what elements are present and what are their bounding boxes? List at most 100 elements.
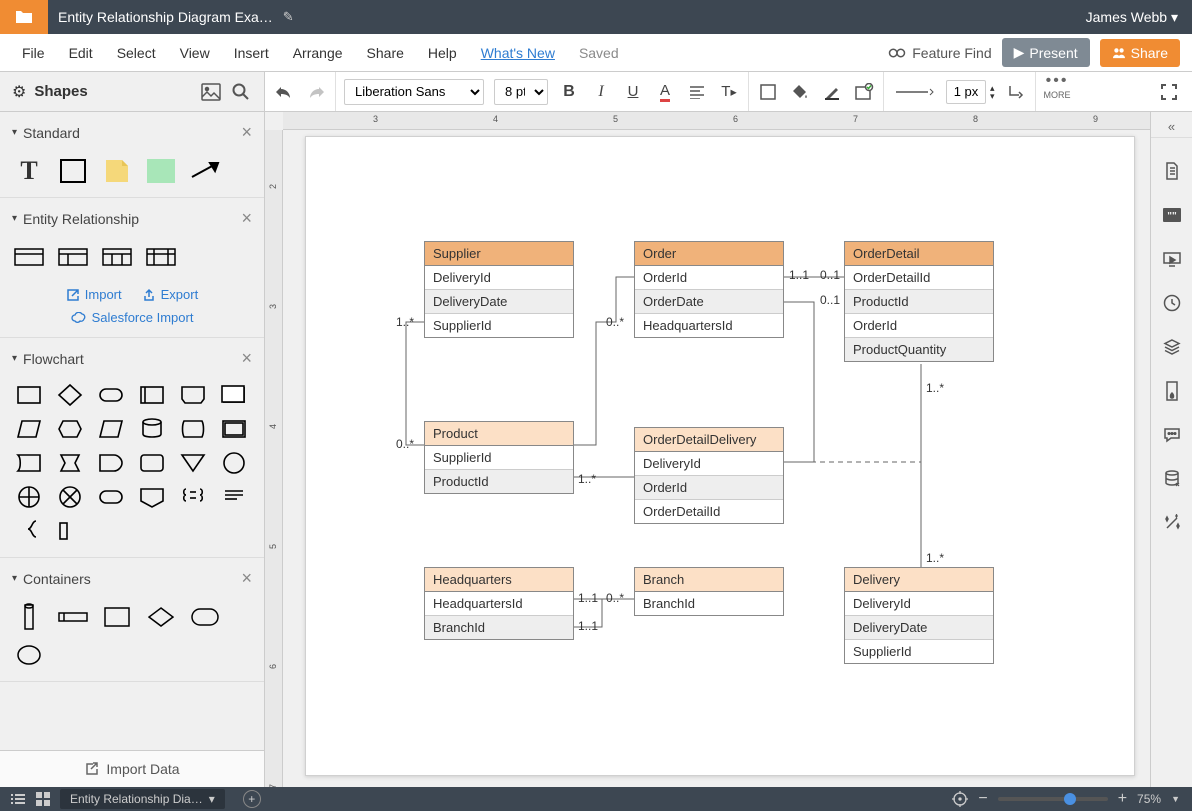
entity-order[interactable]: OrderOrderIdOrderDateHeadquartersId <box>634 241 784 338</box>
more-tools-button[interactable]: ••• MORE <box>1036 72 1079 111</box>
section-flowchart-header[interactable]: ▾ Flowchart × <box>0 338 264 379</box>
close-icon[interactable]: × <box>241 348 252 369</box>
menu-edit[interactable]: Edit <box>59 41 103 65</box>
entity-field[interactable]: OrderDetailId <box>635 500 783 523</box>
line-routing-button[interactable] <box>1005 81 1027 103</box>
flowchart-shape-10[interactable] <box>178 417 208 441</box>
container-shape-3[interactable] <box>102 605 132 629</box>
block-shape[interactable] <box>146 159 176 183</box>
flowchart-shape-22[interactable] <box>178 485 208 509</box>
add-page-button[interactable]: + <box>243 790 261 808</box>
flowchart-shape-25[interactable] <box>55 519 85 543</box>
container-shape-4[interactable] <box>146 605 176 629</box>
entity-orderdetail[interactable]: OrderDetailOrderDetailIdProductIdOrderId… <box>844 241 994 362</box>
close-icon[interactable]: × <box>241 208 252 229</box>
feature-find[interactable]: Feature Find <box>888 45 991 61</box>
layers-icon[interactable] <box>1161 336 1183 358</box>
entity-field[interactable]: DeliveryId <box>845 592 993 616</box>
container-shape-2[interactable] <box>58 605 88 629</box>
flowchart-shape-13[interactable] <box>55 451 85 475</box>
entity-header[interactable]: OrderDetailDelivery <box>635 428 783 452</box>
font-family-select[interactable]: Liberation Sans <box>344 79 484 105</box>
container-shape-6[interactable] <box>14 643 44 667</box>
shape-options-button[interactable] <box>853 81 875 103</box>
fill-bucket-button[interactable] <box>789 81 811 103</box>
section-standard-header[interactable]: ▾ Standard × <box>0 112 264 153</box>
export-link[interactable]: Export <box>142 287 199 302</box>
entity-header[interactable]: Headquarters <box>425 568 573 592</box>
menu-whats-new[interactable]: What's New <box>471 41 565 65</box>
db-icon[interactable] <box>1161 468 1183 490</box>
entity-field[interactable]: BranchId <box>425 616 573 639</box>
entity-field[interactable]: SupplierId <box>425 446 573 470</box>
entity-field[interactable]: ProductId <box>425 470 573 493</box>
flowchart-shape-24[interactable] <box>14 519 44 543</box>
import-data-button[interactable]: Import Data <box>0 750 264 787</box>
paint-icon[interactable] <box>1161 380 1183 402</box>
section-containers-header[interactable]: ▾ Containers × <box>0 558 264 599</box>
entity-field[interactable]: OrderId <box>845 314 993 338</box>
entity-field[interactable]: SupplierId <box>845 640 993 663</box>
rect-shape[interactable] <box>58 159 88 183</box>
flowchart-shape-11[interactable] <box>219 417 249 441</box>
quote-icon[interactable]: "" <box>1161 204 1183 226</box>
container-shape-5[interactable] <box>190 605 220 629</box>
entity-field[interactable]: DeliveryId <box>425 266 573 290</box>
canvas[interactable]: SupplierDeliveryIdDeliveryDateSupplierId… <box>283 130 1150 787</box>
entity-field[interactable]: DeliveryDate <box>845 616 993 640</box>
entity-orderdetaildelivery[interactable]: OrderDetailDeliveryDeliveryIdOrderIdOrde… <box>634 427 784 524</box>
entity-header[interactable]: Supplier <box>425 242 573 266</box>
flowchart-shape-1[interactable] <box>55 383 85 407</box>
entity-headquarters[interactable]: HeadquartersHeadquartersIdBranchId <box>424 567 574 640</box>
diagram-page[interactable]: SupplierDeliveryIdDeliveryDateSupplierId… <box>305 136 1135 776</box>
zoom-level[interactable]: 75% <box>1137 792 1161 806</box>
entity-field[interactable]: HeadquartersId <box>635 314 783 337</box>
entity-field[interactable]: BranchId <box>635 592 783 615</box>
menu-help[interactable]: Help <box>418 41 467 65</box>
container-shape-1[interactable] <box>14 605 44 629</box>
clock-icon[interactable] <box>1161 292 1183 314</box>
close-icon[interactable]: × <box>241 568 252 589</box>
comment-icon[interactable] <box>1161 424 1183 446</box>
entity-field[interactable]: DeliveryDate <box>425 290 573 314</box>
flowchart-shape-9[interactable] <box>137 417 167 441</box>
user-menu[interactable]: James Webb ▾ <box>1086 9 1192 26</box>
arrow-shape[interactable] <box>190 159 220 183</box>
fullscreen-button[interactable] <box>1158 81 1180 103</box>
flowchart-shape-18[interactable] <box>14 485 44 509</box>
flowchart-shape-15[interactable] <box>137 451 167 475</box>
folder-icon[interactable] <box>0 0 48 34</box>
entity-field[interactable]: DeliveryId <box>635 452 783 476</box>
font-size-select[interactable]: 8 pt <box>494 79 548 105</box>
entity-header[interactable]: Branch <box>635 568 783 592</box>
entity-field[interactable]: HeadquartersId <box>425 592 573 616</box>
flowchart-shape-4[interactable] <box>178 383 208 407</box>
border-color-button[interactable] <box>821 81 843 103</box>
flowchart-shape-8[interactable] <box>96 417 126 441</box>
flowchart-shape-23[interactable] <box>219 485 249 509</box>
grid-view-icon[interactable] <box>36 792 50 806</box>
entity-field[interactable]: SupplierId <box>425 314 573 337</box>
menu-arrange[interactable]: Arrange <box>283 41 353 65</box>
flowchart-shape-19[interactable] <box>55 485 85 509</box>
entity-header[interactable]: Order <box>635 242 783 266</box>
text-color-button[interactable]: A <box>654 81 676 103</box>
menu-insert[interactable]: Insert <box>224 41 279 65</box>
menu-file[interactable]: File <box>12 41 55 65</box>
collapse-right-panel-icon[interactable]: « <box>1151 116 1192 138</box>
entity-header[interactable]: Delivery <box>845 568 993 592</box>
flowchart-shape-0[interactable] <box>14 383 44 407</box>
flowchart-shape-17[interactable] <box>219 451 249 475</box>
line-style-button[interactable] <box>892 81 936 103</box>
share-button[interactable]: Share <box>1100 39 1180 67</box>
undo-button[interactable] <box>273 81 295 103</box>
text-shape[interactable]: T <box>14 159 44 183</box>
note-shape[interactable] <box>102 159 132 183</box>
bold-button[interactable]: B <box>558 81 580 103</box>
entity-field[interactable]: OrderDetailId <box>845 266 993 290</box>
flowchart-shape-2[interactable] <box>96 383 126 407</box>
flowchart-shape-6[interactable] <box>14 417 44 441</box>
text-options-button[interactable]: T▸ <box>718 81 740 103</box>
flowchart-shape-3[interactable] <box>137 383 167 407</box>
flowchart-shape-16[interactable] <box>178 451 208 475</box>
